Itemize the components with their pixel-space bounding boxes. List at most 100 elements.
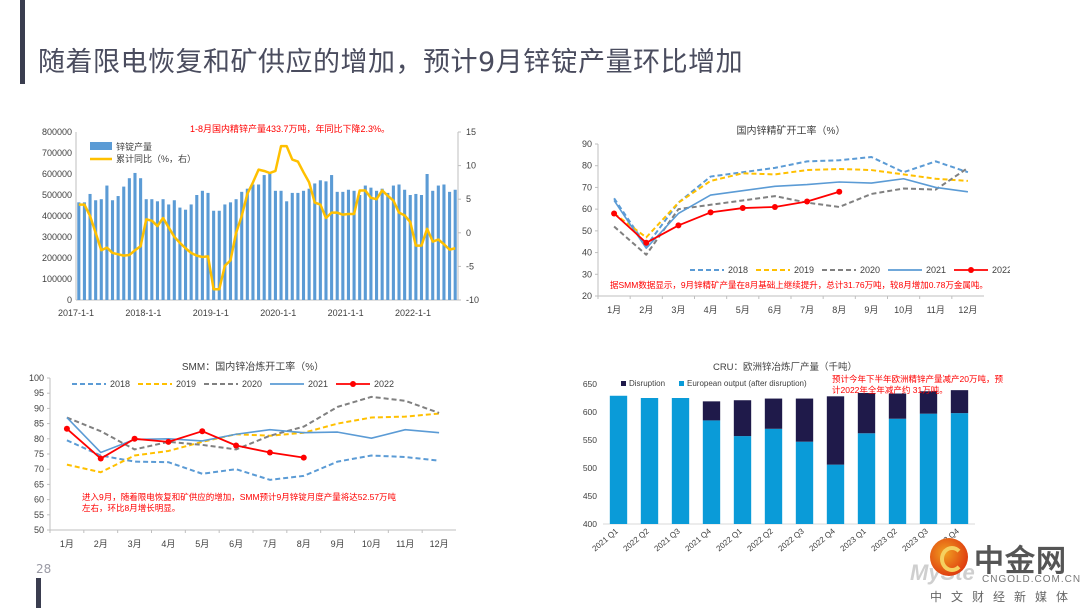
y-tick-label: 600 [583, 407, 597, 417]
line-series-2018 [66, 439, 440, 481]
y2-tick-label: 5 [466, 194, 471, 204]
y-tick-label: 100 [29, 373, 44, 383]
bar [240, 191, 244, 300]
bar-disruption [702, 401, 721, 421]
x-tick-label: 2021 Q1 [590, 526, 620, 553]
x-tick-label: 2022 Q1 [714, 526, 744, 553]
bar [408, 195, 412, 300]
line-series-2022 [613, 190, 840, 244]
bar [369, 187, 373, 300]
y-tick-label: 40 [582, 248, 592, 258]
bar [363, 185, 367, 300]
y-tick-label: 60 [582, 204, 592, 214]
bar [94, 200, 98, 300]
x-tick-label: 2021 Q4 [683, 526, 713, 553]
bar [262, 175, 266, 300]
x-tick-label: 11月 [927, 305, 945, 315]
legend-marker [350, 381, 356, 387]
bar [403, 189, 407, 300]
legend-swatch-bar [90, 142, 112, 150]
bar [161, 199, 165, 300]
x-tick-label: 10月 [894, 305, 913, 315]
y-tick-label: 55 [34, 510, 44, 520]
legend-label: 2018 [110, 379, 130, 389]
bar [307, 188, 311, 300]
bar-european-output [733, 436, 752, 524]
bar-european-output [826, 464, 845, 524]
bar [442, 184, 446, 300]
bar-disruption [888, 393, 907, 419]
line-series-2022 [66, 428, 304, 460]
bar-disruption [764, 398, 783, 429]
x-tick-label: 2017-1-1 [58, 308, 94, 318]
chart-title: CRU：欧洲锌冶炼厂产量（千吨） [713, 361, 857, 373]
y2-tick-label: -5 [466, 261, 474, 271]
bar [419, 195, 424, 300]
bar [228, 202, 233, 300]
bar [346, 189, 351, 300]
x-tick-label: 2023 Q1 [838, 526, 868, 553]
y-tick-label: 95 [34, 388, 44, 398]
data-point-2022 [804, 198, 811, 205]
data-point-2022 [611, 210, 618, 217]
bar [453, 189, 457, 300]
y2-tick-label: 15 [466, 127, 476, 137]
x-tick-label: 12月 [958, 305, 977, 315]
y-tick-label: 650 [583, 379, 597, 389]
y2-tick-label: 0 [466, 228, 471, 238]
watermark-url: CNGOLD.COM.CN [982, 574, 1080, 585]
chart-annotation: 预计今年下半年欧洲精锌产量减产20万吨，预 [832, 374, 1003, 384]
data-point-2022 [643, 239, 650, 246]
data-point-2022 [836, 188, 843, 195]
bar [352, 190, 356, 300]
bar [341, 191, 345, 300]
line-series-2020 [66, 395, 440, 451]
bar [386, 192, 390, 300]
data-point-2022 [266, 449, 273, 456]
y-tick-label: 700000 [42, 148, 72, 158]
legend-label: 2021 [308, 379, 328, 389]
x-tick-label: 2021-1-1 [328, 308, 364, 318]
legend-label: 2018 [728, 265, 748, 275]
legend-label: 2019 [794, 265, 814, 275]
y-tick-label: 70 [34, 464, 44, 474]
bar [167, 204, 171, 300]
bar [110, 200, 115, 300]
bar [436, 185, 440, 300]
line-series-yoy [78, 144, 456, 291]
bar-european-output [795, 441, 814, 524]
data-point-2022 [739, 205, 746, 212]
data-point-2022 [707, 209, 714, 216]
y-tick-label: 75 [34, 449, 44, 459]
bar [448, 191, 452, 300]
x-tick-label: 2020-1-1 [260, 308, 296, 318]
bar-european-output [919, 413, 938, 524]
bar [268, 172, 272, 300]
bar-european-output [857, 433, 876, 524]
legend-label: 累计同比（%，右） [116, 153, 196, 164]
data-point-2022 [300, 454, 307, 461]
data-point-2022 [165, 438, 172, 445]
legend-swatch-disruption [621, 381, 626, 386]
chart-annotation: 计2022年全年减产约 31万吨。 [832, 385, 948, 395]
bar [88, 193, 92, 300]
legend-label: 2019 [176, 379, 196, 389]
bar [273, 190, 277, 300]
bar-disruption [795, 398, 814, 442]
bar [335, 191, 339, 300]
bar [217, 210, 221, 300]
bar [223, 204, 227, 300]
x-tick-label: 9月 [331, 539, 345, 549]
x-tick-label: 8月 [832, 305, 846, 315]
bar-european-output [888, 418, 907, 524]
bar [397, 184, 401, 300]
x-tick-label: 2月 [639, 305, 653, 315]
bar [139, 178, 143, 300]
bar [330, 175, 334, 300]
line-series-2019 [66, 412, 440, 474]
data-point-2022 [199, 428, 206, 435]
bar [324, 181, 328, 300]
bar [251, 184, 255, 300]
y-tick-label: 550 [583, 435, 597, 445]
x-tick-label: 11月 [396, 539, 414, 549]
